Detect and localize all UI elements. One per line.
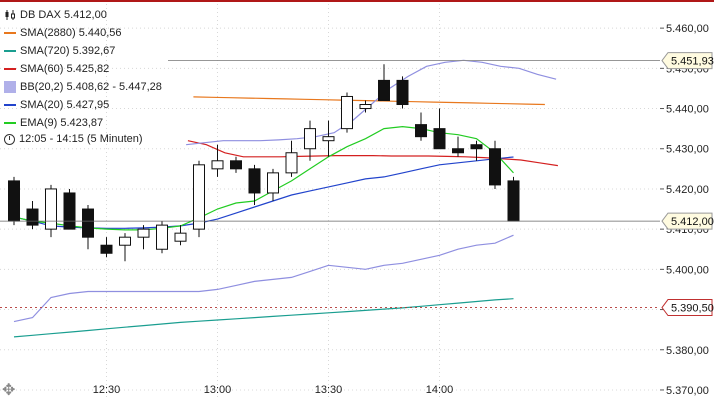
- legend-label: EMA(9) 5.423,87: [20, 117, 104, 129]
- price-tag-box[interactable]: [661, 212, 713, 230]
- y-tick-label: 5.420,00: [666, 184, 709, 196]
- candle-bearish[interactable]: [396, 79, 409, 106]
- candle-bullish[interactable]: [322, 136, 335, 142]
- candle-bearish[interactable]: [378, 79, 390, 101]
- candle-bullish[interactable]: [119, 236, 131, 246]
- grid-lines: [0, 4, 660, 398]
- candle-bullish[interactable]: [174, 232, 187, 242]
- legend-label: SMA(20) 5.427,95: [20, 99, 110, 111]
- legend-item-sma720[interactable]: SMA(720) 5.392,67: [4, 42, 162, 60]
- candle-bearish[interactable]: [507, 180, 520, 222]
- timeframe-text: 12:05 - 14:15 (5 Minuten): [19, 133, 143, 145]
- band-swatch-icon: [4, 81, 16, 93]
- price-tag-box[interactable]: [661, 52, 713, 70]
- legend-label: SMA(60) 5.425,82: [20, 63, 110, 75]
- legend-item-dax[interactable]: DB DAX 5.412,00: [4, 6, 162, 24]
- indicator-line: [13, 234, 514, 323]
- indicator-line: [193, 96, 545, 106]
- legend-label: SMA(2880) 5.440,56: [20, 27, 122, 39]
- x-axis: 12:30 13:00 13:30 14:00: [93, 384, 454, 396]
- legend-item-sma20[interactable]: SMA(20) 5.427,95: [4, 96, 162, 114]
- candle-bullish[interactable]: [211, 160, 224, 170]
- legend-label: SMA(720) 5.392,67: [20, 45, 116, 57]
- line-swatch-icon: [4, 99, 16, 111]
- y-tick-label: 5.440,00: [666, 104, 709, 116]
- legend-item-bb[interactable]: BB(20,2) 5.408,62 - 5.447,28: [4, 78, 162, 96]
- candle-bullish[interactable]: [267, 172, 279, 194]
- x-tick-label: 13:30: [315, 384, 343, 396]
- candle-bearish[interactable]: [82, 208, 94, 238]
- timeframe-label[interactable]: 12:05 - 14:15 (5 Minuten): [4, 133, 143, 145]
- candle-bearish[interactable]: [248, 168, 261, 194]
- chart-legend: DB DAX 5.412,00 SMA(2880) 5.440,56 SMA(7…: [4, 6, 162, 132]
- indicator-line: [13, 298, 514, 338]
- line-swatch-icon: [4, 117, 16, 129]
- move-handle-icon[interactable]: ✥: [2, 382, 16, 399]
- legend-label: DB DAX 5.412,00: [20, 9, 107, 21]
- clock-icon: [4, 133, 15, 145]
- x-tick-label: 12:30: [93, 384, 121, 396]
- candle-bullish[interactable]: [285, 152, 298, 174]
- indicator-line: [187, 140, 558, 167]
- x-tick-label: 14:00: [426, 384, 454, 396]
- line-swatch-icon: [4, 63, 16, 75]
- candle-bearish[interactable]: [489, 148, 501, 186]
- legend-item-ema9[interactable]: EMA(9) 5.423,87: [4, 114, 162, 132]
- candle-bearish[interactable]: [63, 192, 76, 230]
- indicator-line: [186, 59, 557, 146]
- candle-bullish[interactable]: [137, 228, 150, 238]
- y-tick-label: 5.460,00: [666, 23, 709, 35]
- candle-bearish[interactable]: [230, 160, 242, 170]
- candle-bullish[interactable]: [156, 224, 168, 250]
- price-level-lines: [0, 60, 660, 308]
- indicator-line: [13, 125, 514, 231]
- candle-bearish[interactable]: [470, 144, 483, 150]
- legend-label: BB(20,2) 5.408,62 - 5.447,28: [20, 81, 162, 93]
- candle-bullish[interactable]: [359, 104, 372, 110]
- legend-item-sma60[interactable]: SMA(60) 5.425,82: [4, 60, 162, 78]
- y-tick-label: 5.370,00: [666, 385, 709, 397]
- indicator-lines: [13, 59, 558, 338]
- candle-bearish[interactable]: [452, 148, 464, 154]
- price-tag-box[interactable]: [661, 299, 713, 317]
- y-axis: 5.460,005.450,005.440,005.430,005.420,00…: [660, 23, 709, 397]
- candle-bearish[interactable]: [415, 124, 427, 138]
- y-tick-label: 5.430,00: [666, 144, 709, 156]
- candle-bullish[interactable]: [341, 95, 353, 130]
- y-tick-label: 5.400,00: [666, 264, 709, 276]
- candle-bullish[interactable]: [193, 164, 205, 230]
- candle-bearish[interactable]: [8, 180, 20, 222]
- line-swatch-icon: [4, 45, 16, 57]
- candlesticks[interactable]: [8, 64, 520, 262]
- candlestick-icon: [4, 9, 16, 21]
- candle-bullish[interactable]: [304, 128, 316, 150]
- price-tags[interactable]: 5.451,93 5.412,00 5.390,50: [661, 52, 714, 317]
- line-swatch-icon: [4, 27, 16, 39]
- price-tag-label: 5.390,50: [671, 303, 714, 315]
- candle-bearish[interactable]: [100, 244, 113, 254]
- candle-bullish[interactable]: [45, 188, 57, 230]
- y-tick-label: 5.380,00: [666, 345, 709, 357]
- price-tag-label: 5.451,93: [671, 56, 714, 68]
- price-tag-label: 5.412,00: [671, 216, 714, 228]
- legend-item-sma2880[interactable]: SMA(2880) 5.440,56: [4, 24, 162, 42]
- candle-bearish[interactable]: [26, 208, 39, 226]
- x-tick-label: 13:00: [204, 384, 232, 396]
- candle-bearish[interactable]: [433, 128, 446, 150]
